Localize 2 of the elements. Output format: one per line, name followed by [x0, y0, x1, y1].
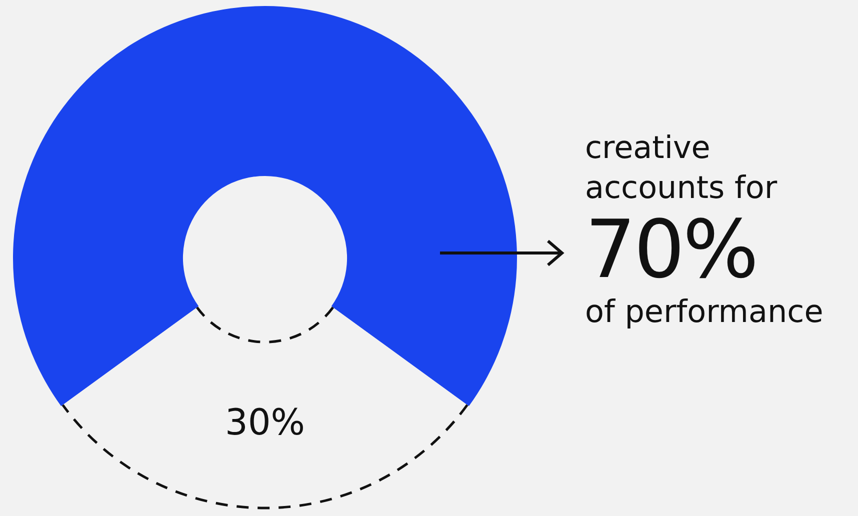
text: of performance	[585, 293, 824, 332]
data-label: 30%	[224, 402, 306, 444]
